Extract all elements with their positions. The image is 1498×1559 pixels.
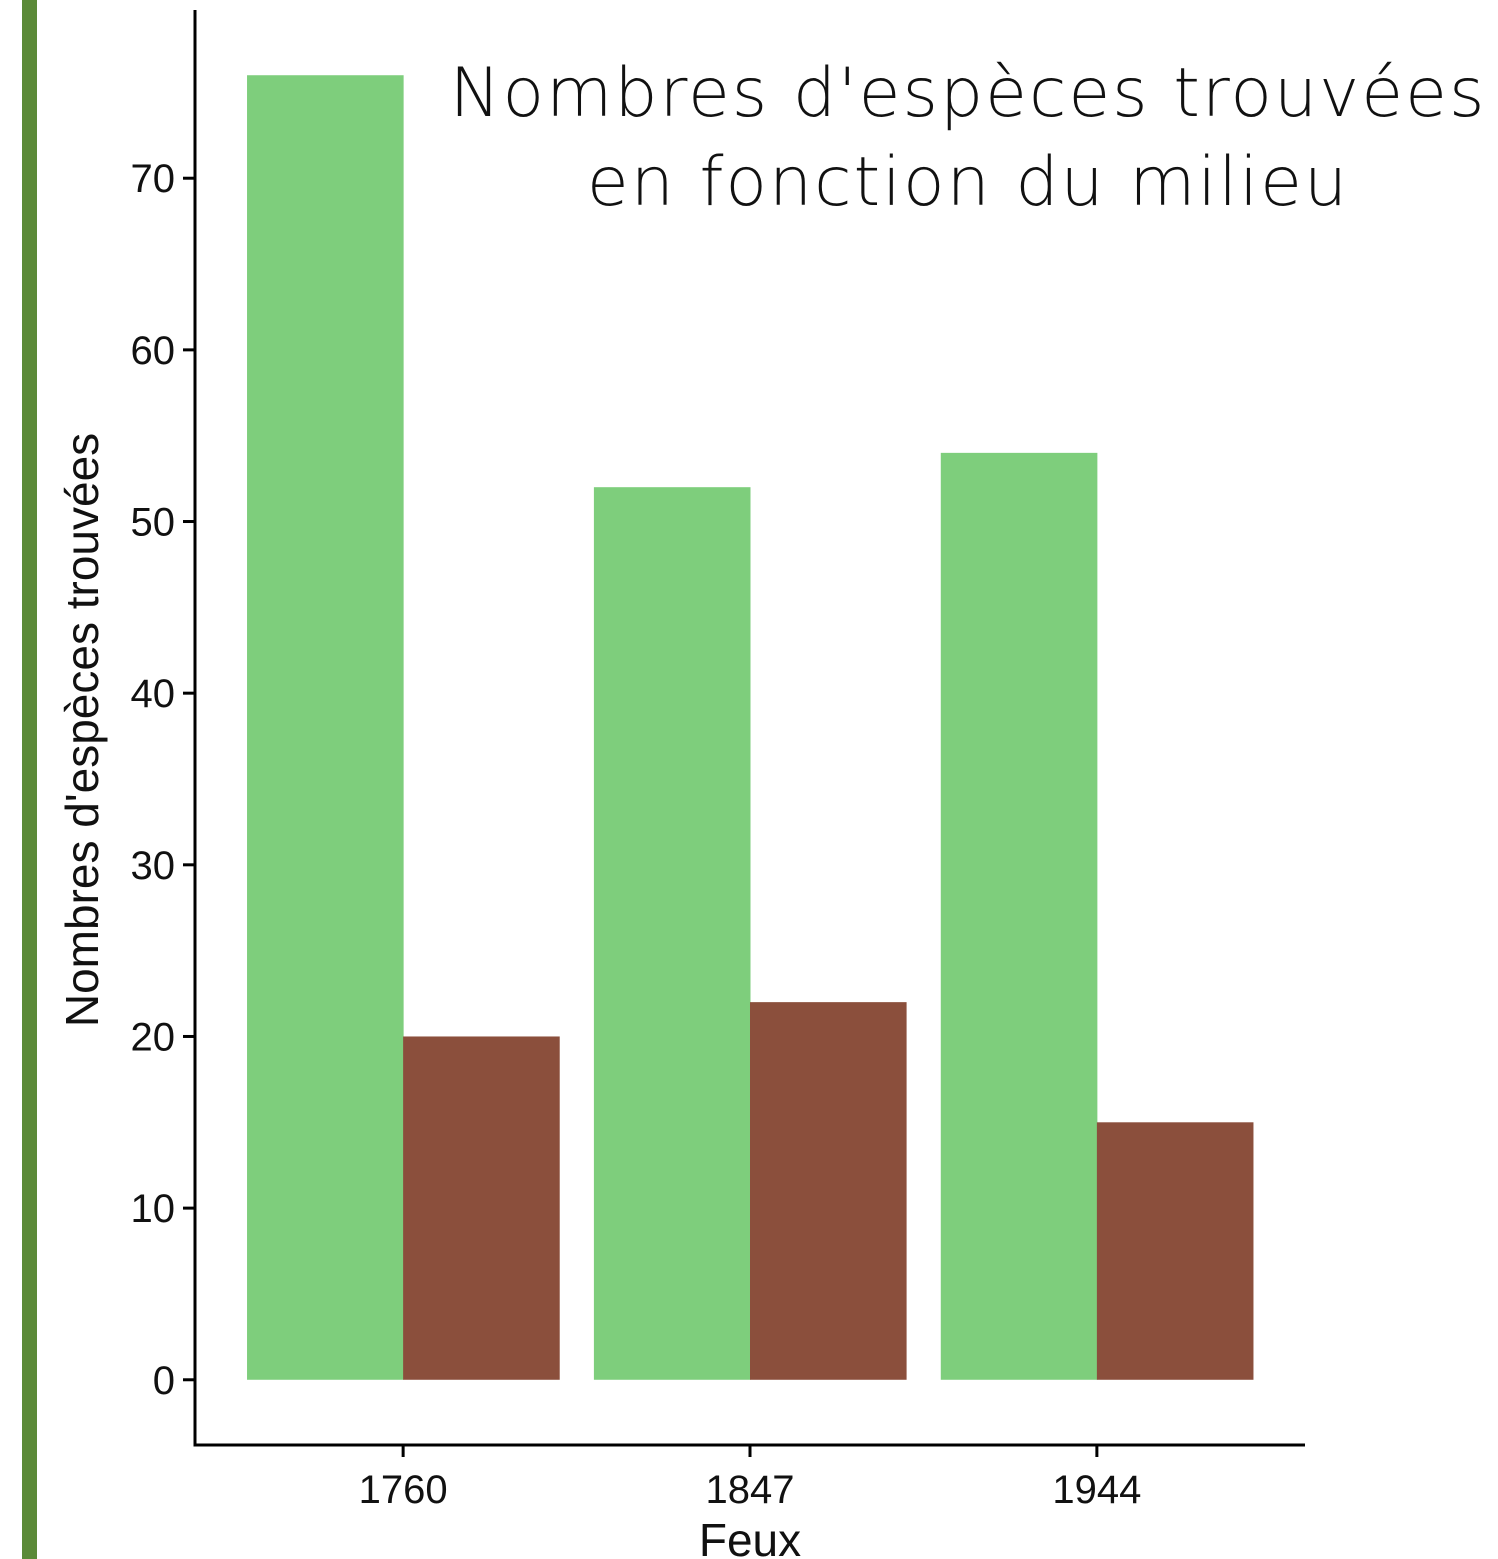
- bar: [750, 1002, 907, 1380]
- x-tick-label: 1847: [706, 1468, 795, 1512]
- bar: [1096, 1122, 1254, 1380]
- bar: [403, 1036, 560, 1380]
- bar: [940, 452, 1098, 1380]
- y-tick-label: 10: [131, 1187, 176, 1231]
- y-tick-label: 70: [131, 157, 176, 201]
- side-stripe: [22, 0, 37, 1559]
- y-tick-label: 40: [131, 672, 176, 716]
- x-axis-label: Feux: [699, 1514, 801, 1559]
- bar: [247, 75, 404, 1380]
- y-tick-label: 50: [131, 501, 176, 545]
- y-tick-label: 30: [131, 844, 176, 888]
- chart-title: Nombres d'espèces trouvées: [450, 54, 1487, 133]
- y-tick-label: 0: [153, 1359, 175, 1403]
- y-axis-label: Nombres d'espèces trouvées: [56, 433, 108, 1027]
- chart-title: en fonction du milieu: [587, 143, 1349, 222]
- y-tick-label: 20: [131, 1015, 176, 1059]
- x-tick-label: 1760: [359, 1468, 448, 1512]
- y-tick-label: 60: [131, 329, 176, 373]
- x-tick-label: 1944: [1052, 1468, 1141, 1512]
- bar: [593, 487, 751, 1380]
